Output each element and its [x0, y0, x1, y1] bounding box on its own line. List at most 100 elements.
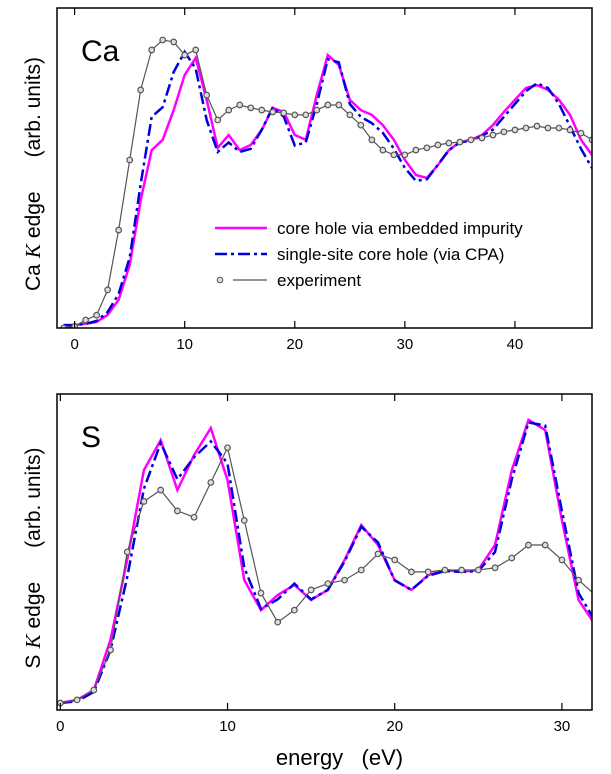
y-label-units: (arb. units)	[22, 57, 45, 157]
data-point	[324, 580, 332, 587]
data-point	[302, 111, 310, 119]
data-point	[313, 106, 321, 114]
data-point	[445, 139, 453, 147]
x-tick-label: 0	[70, 336, 78, 353]
legend-label: experiment	[277, 271, 361, 290]
data-point	[401, 151, 409, 159]
data-point	[489, 131, 497, 139]
x-tick-label: 10	[219, 718, 236, 735]
data-point	[82, 316, 90, 324]
data-point	[203, 91, 211, 99]
data-point	[240, 517, 248, 524]
panel-label: Ca	[81, 35, 120, 68]
data-point	[257, 589, 265, 597]
legend-marker	[216, 276, 224, 284]
data-point	[157, 486, 165, 494]
y-label-symbol: K	[21, 634, 45, 650]
data-point	[192, 46, 200, 54]
y-label-suffix: edge	[22, 582, 45, 629]
data-point	[107, 646, 114, 654]
panel-label: S	[81, 421, 101, 454]
x-tick-label: 20	[286, 336, 303, 353]
data-point	[391, 556, 399, 564]
data-point	[522, 124, 530, 132]
data-point	[423, 144, 431, 152]
plot-frame	[56, 7, 593, 329]
data-point	[390, 151, 398, 159]
data-point	[90, 686, 98, 694]
data-point	[591, 594, 592, 596]
data-point	[467, 136, 475, 144]
data-point	[247, 104, 255, 112]
series-line	[63, 49, 592, 327]
data-point	[258, 106, 266, 114]
x-tick-label: 30	[397, 336, 414, 353]
data-point	[456, 138, 464, 146]
y-label-prefix: S	[22, 655, 45, 669]
data-point	[104, 286, 112, 294]
data-point	[555, 124, 563, 132]
data-point	[291, 606, 298, 614]
x-tick-label: 10	[176, 336, 193, 353]
data-point	[225, 106, 233, 114]
data-point	[511, 126, 519, 134]
data-point	[357, 121, 365, 129]
data-point	[412, 146, 420, 154]
data-point	[533, 122, 541, 130]
data-point	[441, 566, 449, 574]
data-point	[115, 226, 123, 234]
data-point	[274, 618, 282, 626]
data-point	[280, 109, 288, 117]
series-line	[60, 418, 592, 705]
legend-label: core hole via embedded impurity	[277, 219, 523, 238]
data-point	[307, 586, 315, 594]
data-point	[181, 51, 189, 59]
data-point	[458, 566, 465, 574]
data-point	[508, 554, 516, 562]
y-label-suffix: edge	[22, 191, 45, 238]
plot-frame	[56, 393, 593, 711]
data-point	[190, 513, 198, 521]
data-point	[500, 128, 508, 136]
data-point	[434, 141, 442, 149]
x-tick-label: 40	[507, 336, 524, 353]
data-point	[73, 696, 81, 704]
x-tick-label: 30	[554, 718, 571, 735]
data-point	[148, 46, 156, 54]
data-point	[408, 568, 415, 576]
data-point	[137, 86, 145, 94]
data-point	[544, 124, 552, 132]
data-point	[474, 566, 482, 574]
data-point	[335, 101, 343, 109]
y-label-symbol: K	[21, 243, 45, 259]
data-point	[214, 116, 222, 124]
series-line	[63, 52, 592, 327]
data-point	[357, 566, 365, 574]
data-point	[566, 126, 574, 134]
data-point	[207, 479, 215, 486]
data-point	[341, 576, 348, 584]
data-point	[424, 568, 432, 576]
data-point	[236, 101, 244, 109]
x-axis-label: energy (eV)	[276, 745, 403, 770]
data-point	[291, 111, 299, 119]
data-point	[374, 550, 382, 558]
x-tick-label: 20	[386, 718, 403, 735]
data-point	[173, 507, 181, 515]
data-point	[525, 541, 532, 549]
data-point	[558, 556, 566, 564]
data-point	[269, 108, 277, 116]
data-point	[379, 146, 387, 154]
y-label-units: (arb. units)	[22, 447, 45, 547]
x-tick-label: 0	[56, 718, 64, 735]
y-axis-label: Ca Kedge (arb. units)	[21, 57, 45, 291]
data-point	[159, 36, 167, 44]
data-point	[140, 498, 148, 505]
data-point	[575, 576, 583, 584]
data-point	[577, 129, 585, 137]
y-axis-label: SKedge (arb. units)	[21, 447, 45, 668]
data-point	[541, 541, 549, 549]
data-point	[93, 311, 101, 319]
data-point	[170, 38, 178, 46]
